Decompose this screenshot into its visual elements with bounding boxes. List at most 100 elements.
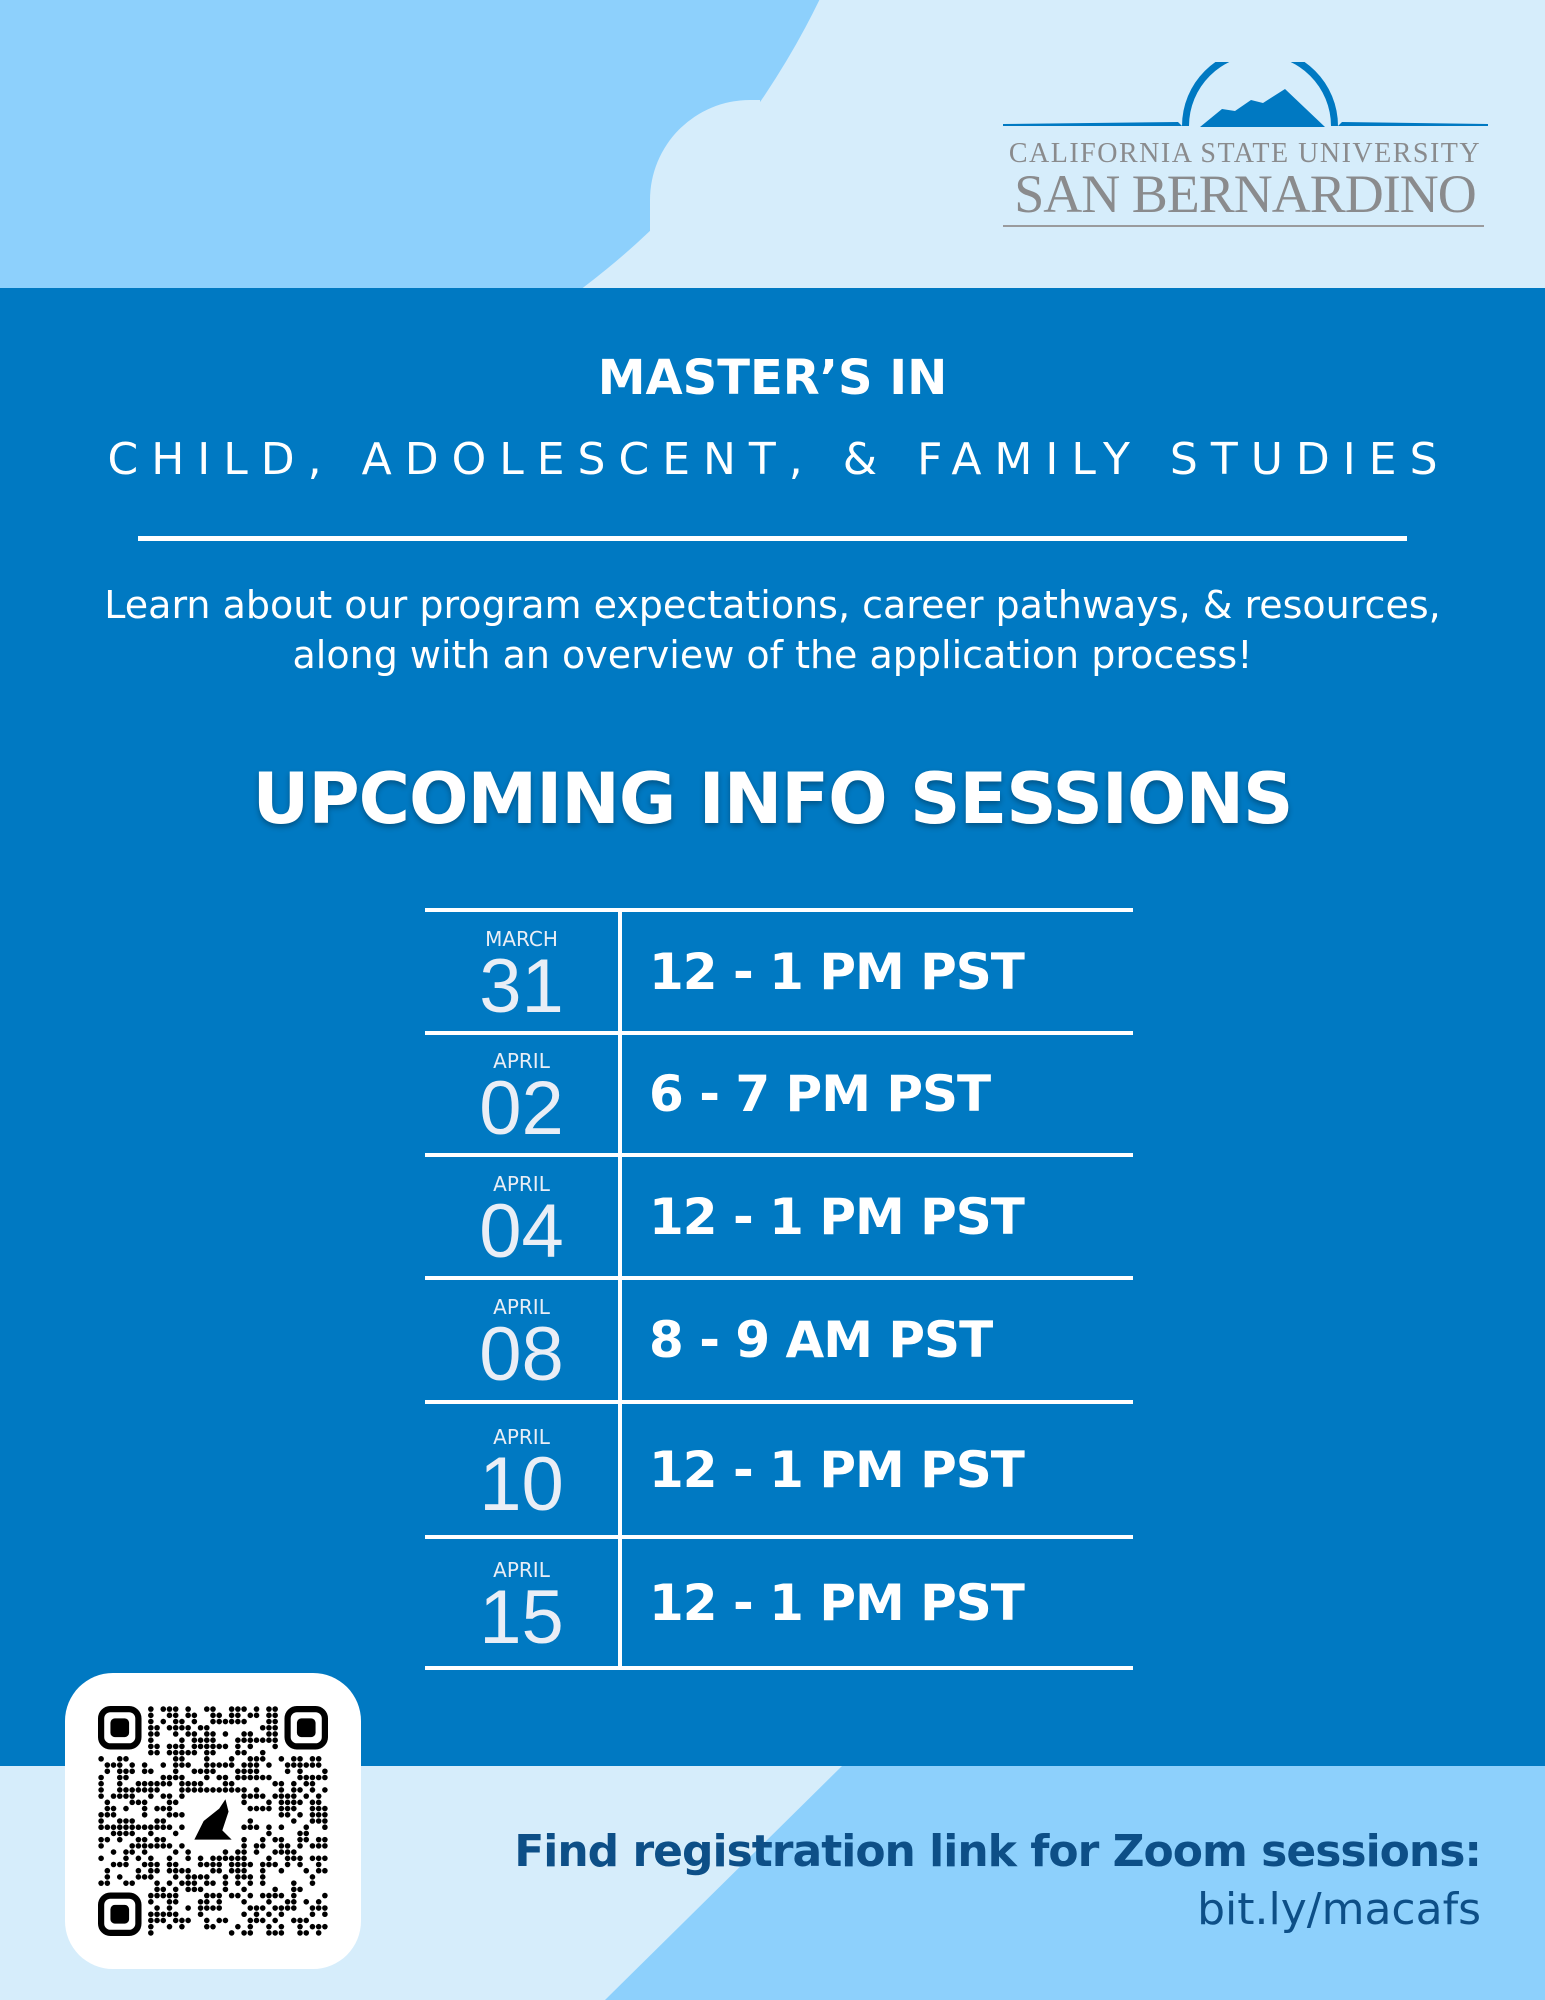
qr-module <box>116 1768 123 1775</box>
qr-module <box>259 1749 266 1756</box>
qr-module <box>309 1799 316 1806</box>
qr-module <box>241 1911 247 1918</box>
qr-module <box>303 1867 310 1874</box>
qr-module <box>247 1824 254 1831</box>
qr-module <box>179 1787 185 1793</box>
qr-module <box>166 1867 173 1874</box>
qr-module <box>222 1855 229 1862</box>
qr-module <box>297 1855 303 1862</box>
qr-module <box>228 1855 235 1862</box>
qr-module <box>116 1830 123 1837</box>
qr-module <box>172 1743 179 1750</box>
qr-module <box>247 1731 254 1737</box>
session-month: APRIL <box>493 1171 550 1196</box>
qr-module <box>278 1911 285 1918</box>
qr-module <box>216 1905 223 1911</box>
qr-module <box>235 1874 241 1880</box>
decorative-shape <box>0 0 900 288</box>
qr-module <box>116 1756 123 1762</box>
qr-module <box>148 1743 154 1750</box>
qr-module <box>222 1880 229 1886</box>
qr-module <box>228 1712 235 1719</box>
qr-module <box>191 1880 198 1886</box>
qr-module <box>259 1874 266 1880</box>
qr-module <box>166 1780 173 1787</box>
qr-module <box>278 1849 285 1855</box>
qr-module <box>154 1880 160 1886</box>
qr-module <box>216 1718 223 1725</box>
qr-module <box>247 1737 254 1743</box>
qr-module <box>303 1780 310 1787</box>
qr-module <box>203 1737 210 1743</box>
qr-module <box>272 1706 278 1712</box>
qr-module <box>197 1886 204 1893</box>
qr-module <box>98 1774 104 1781</box>
session-day: 15 <box>479 1574 564 1660</box>
qr-module <box>166 1861 173 1868</box>
qr-module <box>123 1805 129 1812</box>
qr-module <box>210 1867 216 1874</box>
qr-module <box>148 1923 154 1930</box>
qr-module <box>241 1799 247 1806</box>
qr-finder <box>98 1892 142 1936</box>
qr-finder <box>296 1718 316 1738</box>
qr-module <box>272 1712 278 1719</box>
qr-module <box>197 1874 204 1880</box>
qr-module <box>235 1712 241 1719</box>
qr-module <box>222 1780 229 1787</box>
qr-module <box>278 1780 285 1787</box>
qr-module <box>266 1911 272 1918</box>
qr-module <box>272 1718 278 1725</box>
qr-module <box>291 1849 297 1855</box>
session-time: 12 - 1 PM PST <box>649 1187 1025 1246</box>
qr-module <box>104 1867 111 1874</box>
qr-code-icon[interactable] <box>98 1706 328 1936</box>
qr-module <box>272 1905 278 1911</box>
qr-module <box>166 1793 173 1799</box>
qr-module <box>309 1780 316 1787</box>
qr-module <box>172 1724 179 1731</box>
qr-module <box>235 1749 241 1756</box>
qr-module <box>197 1768 204 1775</box>
qr-module <box>179 1774 185 1781</box>
qr-module <box>272 1731 278 1737</box>
qr-module <box>172 1911 179 1918</box>
qr-module <box>172 1867 179 1874</box>
qr-module <box>309 1787 316 1793</box>
qr-module <box>197 1743 204 1750</box>
qr-module <box>259 1756 266 1762</box>
qr-module <box>172 1712 179 1719</box>
qr-module <box>154 1886 160 1893</box>
qr-module <box>228 1756 235 1762</box>
qr-module <box>309 1911 316 1918</box>
qr-module <box>322 1805 328 1812</box>
sessions-heading: UPCOMING INFO SESSIONS <box>252 758 1294 840</box>
qr-module <box>228 1867 235 1874</box>
qr-module <box>241 1731 247 1737</box>
qr-module <box>278 1793 285 1799</box>
qr-module <box>172 1899 179 1905</box>
qr-module <box>179 1737 185 1743</box>
qr-module <box>154 1731 160 1737</box>
qr-module <box>297 1923 303 1930</box>
registration-link[interactable]: bit.ly/macafs <box>1197 1884 1481 1935</box>
session-date: MARCH 31 <box>425 912 622 1031</box>
qr-module <box>247 1892 254 1899</box>
qr-module <box>148 1724 154 1731</box>
qr-module <box>141 1799 148 1806</box>
qr-module <box>148 1706 154 1712</box>
qr-module <box>241 1843 247 1849</box>
qr-module <box>228 1718 235 1725</box>
qr-module <box>110 1793 117 1799</box>
qr-module <box>235 1774 241 1781</box>
qr-module <box>160 1805 167 1812</box>
qr-module <box>235 1892 241 1899</box>
qr-module <box>284 1768 291 1775</box>
qr-module <box>241 1749 247 1756</box>
registration-cta: Find registration link for Zoom sessions… <box>514 1826 1482 1877</box>
qr-module <box>148 1930 154 1936</box>
qr-module <box>315 1836 322 1843</box>
qr-module <box>222 1849 229 1855</box>
qr-module <box>315 1811 322 1818</box>
qr-module <box>210 1712 216 1719</box>
